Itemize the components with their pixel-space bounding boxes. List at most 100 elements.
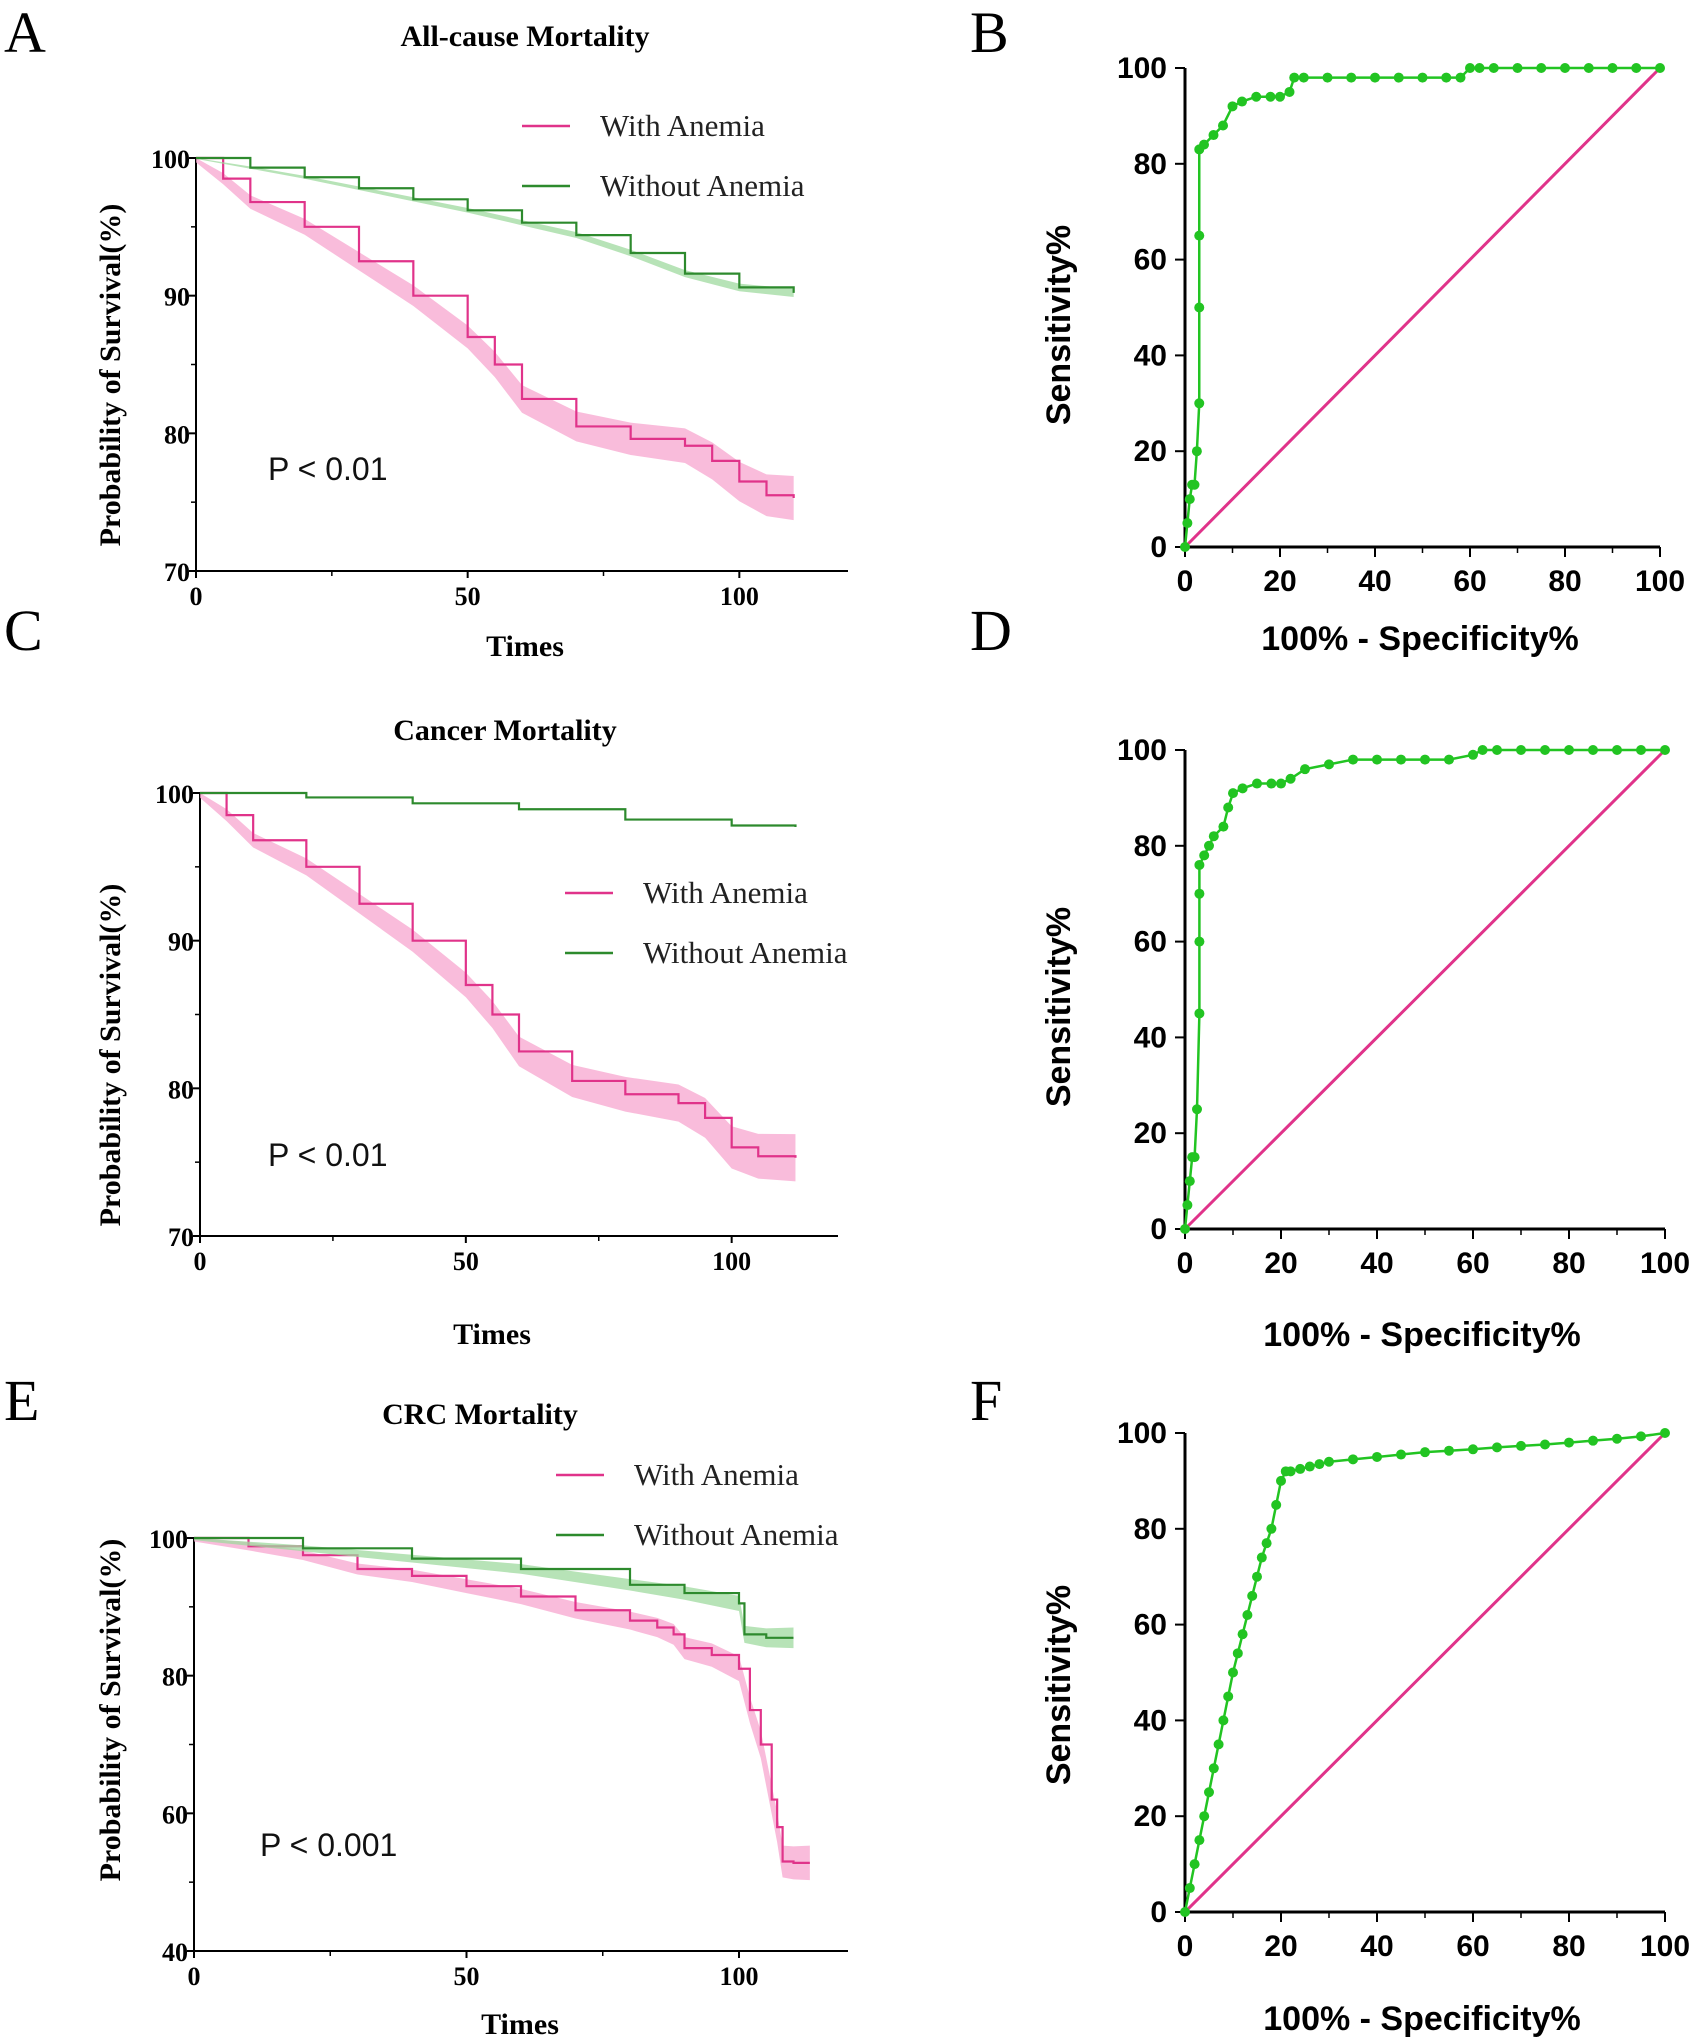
roc-point	[1322, 72, 1333, 83]
roc-point	[1655, 63, 1665, 73]
roc-chart-all-cause: 0 20 40 60 80 100 0 20 40 60 80 100 100% - Specific…	[1040, 52, 1685, 658]
reference-diagonal-line	[1183, 66, 1662, 549]
x-tick-label: 20	[1263, 565, 1296, 598]
roc-chart-crc: 0 20 40 60 80 100 0 20 40 60 80 100 100% - Specific…	[1040, 1417, 1690, 2038]
reference-diagonal-line	[1183, 748, 1667, 1231]
roc-point	[1189, 479, 1200, 490]
p-value-annotation: P < 0.01	[268, 451, 388, 487]
roc-point	[1228, 1667, 1238, 1678]
y-tick-label: 40	[1134, 1704, 1167, 1737]
y-tick-label: 20	[1134, 1117, 1167, 1150]
panel-label-b: B	[970, 0, 1009, 65]
x-axis-title: 100% - Specificity%	[1263, 2000, 1580, 2038]
x-tick-label: 60	[1453, 565, 1486, 598]
y-axis-title: Sensitivity%	[1040, 907, 1078, 1107]
roc-point	[1204, 840, 1214, 851]
x-tick-label: 20	[1264, 1247, 1297, 1280]
y-tick-label: 60	[1134, 1609, 1167, 1642]
x-tick-label: 100	[712, 1247, 751, 1276]
roc-point	[1488, 63, 1499, 73]
y-axis-title: Sensitivity%	[1040, 1585, 1078, 1785]
survival-curve-without-anemia	[200, 791, 797, 827]
roc-point	[1265, 91, 1276, 102]
roc-point	[1194, 1835, 1205, 1846]
roc-point	[1612, 745, 1622, 755]
x-tick-label: 80	[1552, 1247, 1585, 1280]
roc-point	[1191, 446, 1202, 457]
roc-point	[1208, 831, 1219, 842]
legend-label-with-anemia: With Anemia	[634, 1457, 799, 1492]
y-axis-title: Probability of Survival(%)	[94, 204, 127, 547]
roc-point	[1660, 1428, 1670, 1438]
y-tick-label: 100	[1117, 1417, 1167, 1450]
roc-point	[1199, 850, 1210, 861]
roc-point	[1189, 1859, 1200, 1870]
roc-point	[1540, 1439, 1550, 1450]
y-tick-label: 100	[149, 1525, 188, 1554]
roc-point	[1512, 63, 1523, 73]
roc-point	[1588, 745, 1598, 755]
roc-point	[1194, 888, 1205, 899]
x-tick-label: 100	[1640, 1247, 1690, 1280]
roc-point	[1223, 1691, 1234, 1702]
roc-point	[1348, 754, 1358, 765]
roc-point	[1194, 1008, 1205, 1019]
x-tick-label: 60	[1456, 1247, 1489, 1280]
roc-point	[1204, 1787, 1214, 1798]
roc-point	[1298, 72, 1309, 83]
roc-point	[1607, 63, 1618, 73]
roc-point	[1370, 72, 1380, 83]
y-tick-label: 80	[162, 1663, 188, 1692]
roc-point	[1372, 754, 1382, 765]
roc-point	[1324, 1456, 1334, 1467]
roc-point	[1396, 754, 1406, 765]
roc-point	[1289, 72, 1300, 83]
legend-label-with-anemia: With Anemia	[600, 108, 765, 143]
roc-point	[1275, 91, 1285, 102]
x-tick-label: 80	[1552, 1930, 1585, 1963]
chart-title: All-cause Mortality	[400, 20, 649, 53]
survival-curve-without-anemia	[196, 156, 795, 293]
y-tick-label: 60	[162, 1800, 188, 1829]
roc-point	[1560, 63, 1570, 73]
km-chart-all-cause: All-cause Mortality 0 50 100 70 80 90 100 Time…	[94, 20, 848, 663]
y-tick-label: 20	[1134, 1800, 1167, 1833]
y-tick-label: 70	[168, 1223, 194, 1252]
y-axis-title: Probability of Survival(%)	[94, 1539, 127, 1882]
roc-point	[1636, 1431, 1646, 1442]
x-tick-label: 0	[1177, 565, 1194, 598]
y-tick-label: 80	[1134, 830, 1167, 863]
roc-point	[1232, 1648, 1243, 1659]
y-tick-label: 80	[1134, 1513, 1167, 1546]
x-tick-label: 50	[453, 1247, 479, 1276]
roc-point	[1194, 936, 1205, 947]
roc-point	[1247, 1590, 1258, 1601]
plot-area: 0 20 40 60 80 100 0 20 40 60 80 100	[1117, 52, 1685, 598]
roc-point	[1199, 1811, 1210, 1822]
roc-point	[1636, 745, 1646, 755]
y-tick-label: 0	[1150, 1896, 1167, 1929]
panel-label-c: C	[4, 598, 43, 663]
roc-point	[1180, 542, 1190, 552]
y-tick-label: 90	[168, 928, 194, 957]
roc-point	[1266, 778, 1277, 789]
y-tick-label: 100	[155, 780, 194, 809]
roc-point	[1271, 1499, 1282, 1510]
x-tick-label: 0	[190, 582, 203, 611]
roc-chart-cancer: 0 20 40 60 80 100 0 20 40 60 80 100 100% - Specific…	[1040, 734, 1690, 1354]
panel-label-f: F	[970, 1368, 1002, 1433]
roc-point	[1516, 745, 1526, 755]
roc-point	[1194, 302, 1205, 313]
roc-point	[1276, 778, 1286, 789]
x-tick-label: 60	[1456, 1930, 1489, 1963]
x-axis-title: Times	[453, 1318, 531, 1351]
roc-point	[1492, 745, 1502, 755]
chart-title: CRC Mortality	[382, 1398, 578, 1431]
survival-curve-without-anemia	[194, 1536, 794, 1639]
roc-point	[1218, 1715, 1229, 1726]
roc-point	[1184, 1883, 1195, 1894]
x-axis-title: 100% - Specificity%	[1263, 1316, 1580, 1354]
plot-area: 0 50 100 70 80 90 100	[155, 780, 838, 1276]
chart-title: Cancer Mortality	[393, 714, 617, 747]
